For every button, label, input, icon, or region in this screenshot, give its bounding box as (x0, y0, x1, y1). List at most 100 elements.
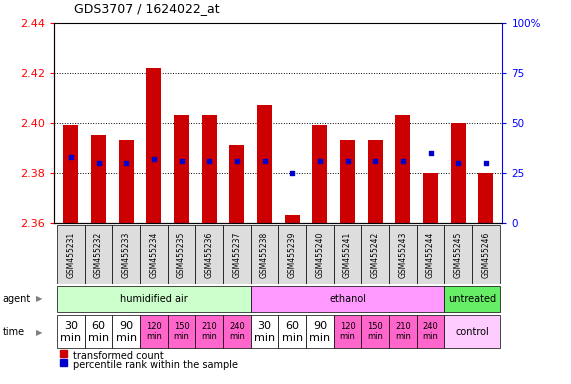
Bar (229, 146, 244, 223)
Text: GSM455232: GSM455232 (94, 231, 103, 278)
Text: ethanol: ethanol (329, 294, 366, 304)
Text: GSM455234: GSM455234 (150, 231, 158, 278)
Bar (112, 225, 140, 284)
Bar (140, 315, 168, 348)
Bar (57, 315, 85, 348)
Bar (251, 315, 279, 348)
Bar (57, 225, 85, 284)
Bar (417, 315, 444, 348)
Text: time: time (3, 327, 25, 337)
Bar (340, 141, 355, 223)
Bar (85, 315, 112, 348)
Bar (279, 315, 306, 348)
Bar (223, 315, 251, 348)
Text: GSM455244: GSM455244 (426, 231, 435, 278)
Bar (395, 115, 411, 223)
Point (204, 158, 214, 164)
Bar (444, 315, 500, 348)
Text: GSM455240: GSM455240 (315, 231, 324, 278)
Text: control: control (455, 327, 489, 337)
Point (122, 160, 131, 166)
Bar (112, 315, 140, 348)
Point (343, 158, 352, 164)
Text: 90
min: 90 min (309, 321, 331, 343)
Bar (306, 315, 333, 348)
Bar (195, 315, 223, 348)
Bar (57, 286, 251, 312)
Bar (417, 225, 444, 284)
Point (426, 150, 435, 156)
Text: GDS3707 / 1624022_at: GDS3707 / 1624022_at (74, 2, 220, 15)
Bar (63, 125, 78, 223)
Text: GSM455239: GSM455239 (288, 231, 297, 278)
Point (149, 156, 158, 162)
Bar (333, 315, 361, 348)
Bar (251, 225, 279, 284)
Text: ▶: ▶ (36, 328, 42, 337)
Point (453, 160, 463, 166)
Bar (279, 225, 306, 284)
Bar (168, 315, 195, 348)
Text: GSM455245: GSM455245 (454, 231, 463, 278)
Text: ▶: ▶ (36, 294, 42, 303)
Text: 90
min: 90 min (115, 321, 136, 343)
Bar (389, 315, 417, 348)
Bar (223, 225, 251, 284)
Bar (202, 115, 217, 223)
Text: GSM455246: GSM455246 (481, 231, 490, 278)
Bar (361, 315, 389, 348)
Point (260, 158, 269, 164)
Bar (444, 225, 472, 284)
Text: 120
min: 120 min (146, 322, 162, 341)
Bar (368, 141, 383, 223)
Bar (119, 141, 134, 223)
Bar (478, 173, 493, 223)
Text: 240
min: 240 min (423, 322, 439, 341)
Text: GSM455242: GSM455242 (371, 231, 380, 278)
Bar (472, 225, 500, 284)
Bar (306, 225, 333, 284)
Text: agent: agent (3, 294, 31, 304)
Bar (312, 125, 328, 223)
Bar (257, 106, 272, 223)
Bar (444, 286, 500, 312)
Bar (333, 225, 361, 284)
Text: GSM455233: GSM455233 (122, 231, 131, 278)
Text: 30
min: 30 min (254, 321, 275, 343)
Text: GSM455243: GSM455243 (399, 231, 407, 278)
Bar (389, 225, 417, 284)
Text: 60
min: 60 min (88, 321, 109, 343)
Point (232, 158, 242, 164)
Text: GSM455237: GSM455237 (232, 231, 242, 278)
Bar (168, 225, 195, 284)
Bar (451, 123, 466, 223)
Bar (140, 225, 168, 284)
Bar (361, 225, 389, 284)
Text: GSM455235: GSM455235 (177, 231, 186, 278)
Bar (195, 225, 223, 284)
Point (315, 158, 324, 164)
Bar (423, 173, 438, 223)
Point (94, 160, 103, 166)
Text: untreated: untreated (448, 294, 496, 304)
Text: GSM455241: GSM455241 (343, 231, 352, 278)
Bar (146, 68, 162, 223)
Point (66, 154, 75, 160)
Text: 210
min: 210 min (395, 322, 411, 341)
Bar (174, 115, 189, 223)
Text: percentile rank within the sample: percentile rank within the sample (73, 360, 238, 370)
Bar (284, 215, 300, 223)
Point (177, 158, 186, 164)
Text: humidified air: humidified air (120, 294, 188, 304)
Point (288, 170, 297, 176)
Text: 150
min: 150 min (174, 322, 190, 341)
Bar (85, 225, 112, 284)
Text: 150
min: 150 min (367, 322, 383, 341)
Point (371, 158, 380, 164)
Point (481, 160, 490, 166)
Text: 60
min: 60 min (282, 321, 303, 343)
Bar (91, 136, 106, 223)
Text: 120
min: 120 min (340, 322, 356, 341)
Text: GSM455231: GSM455231 (66, 231, 75, 278)
Text: GSM455236: GSM455236 (204, 231, 214, 278)
